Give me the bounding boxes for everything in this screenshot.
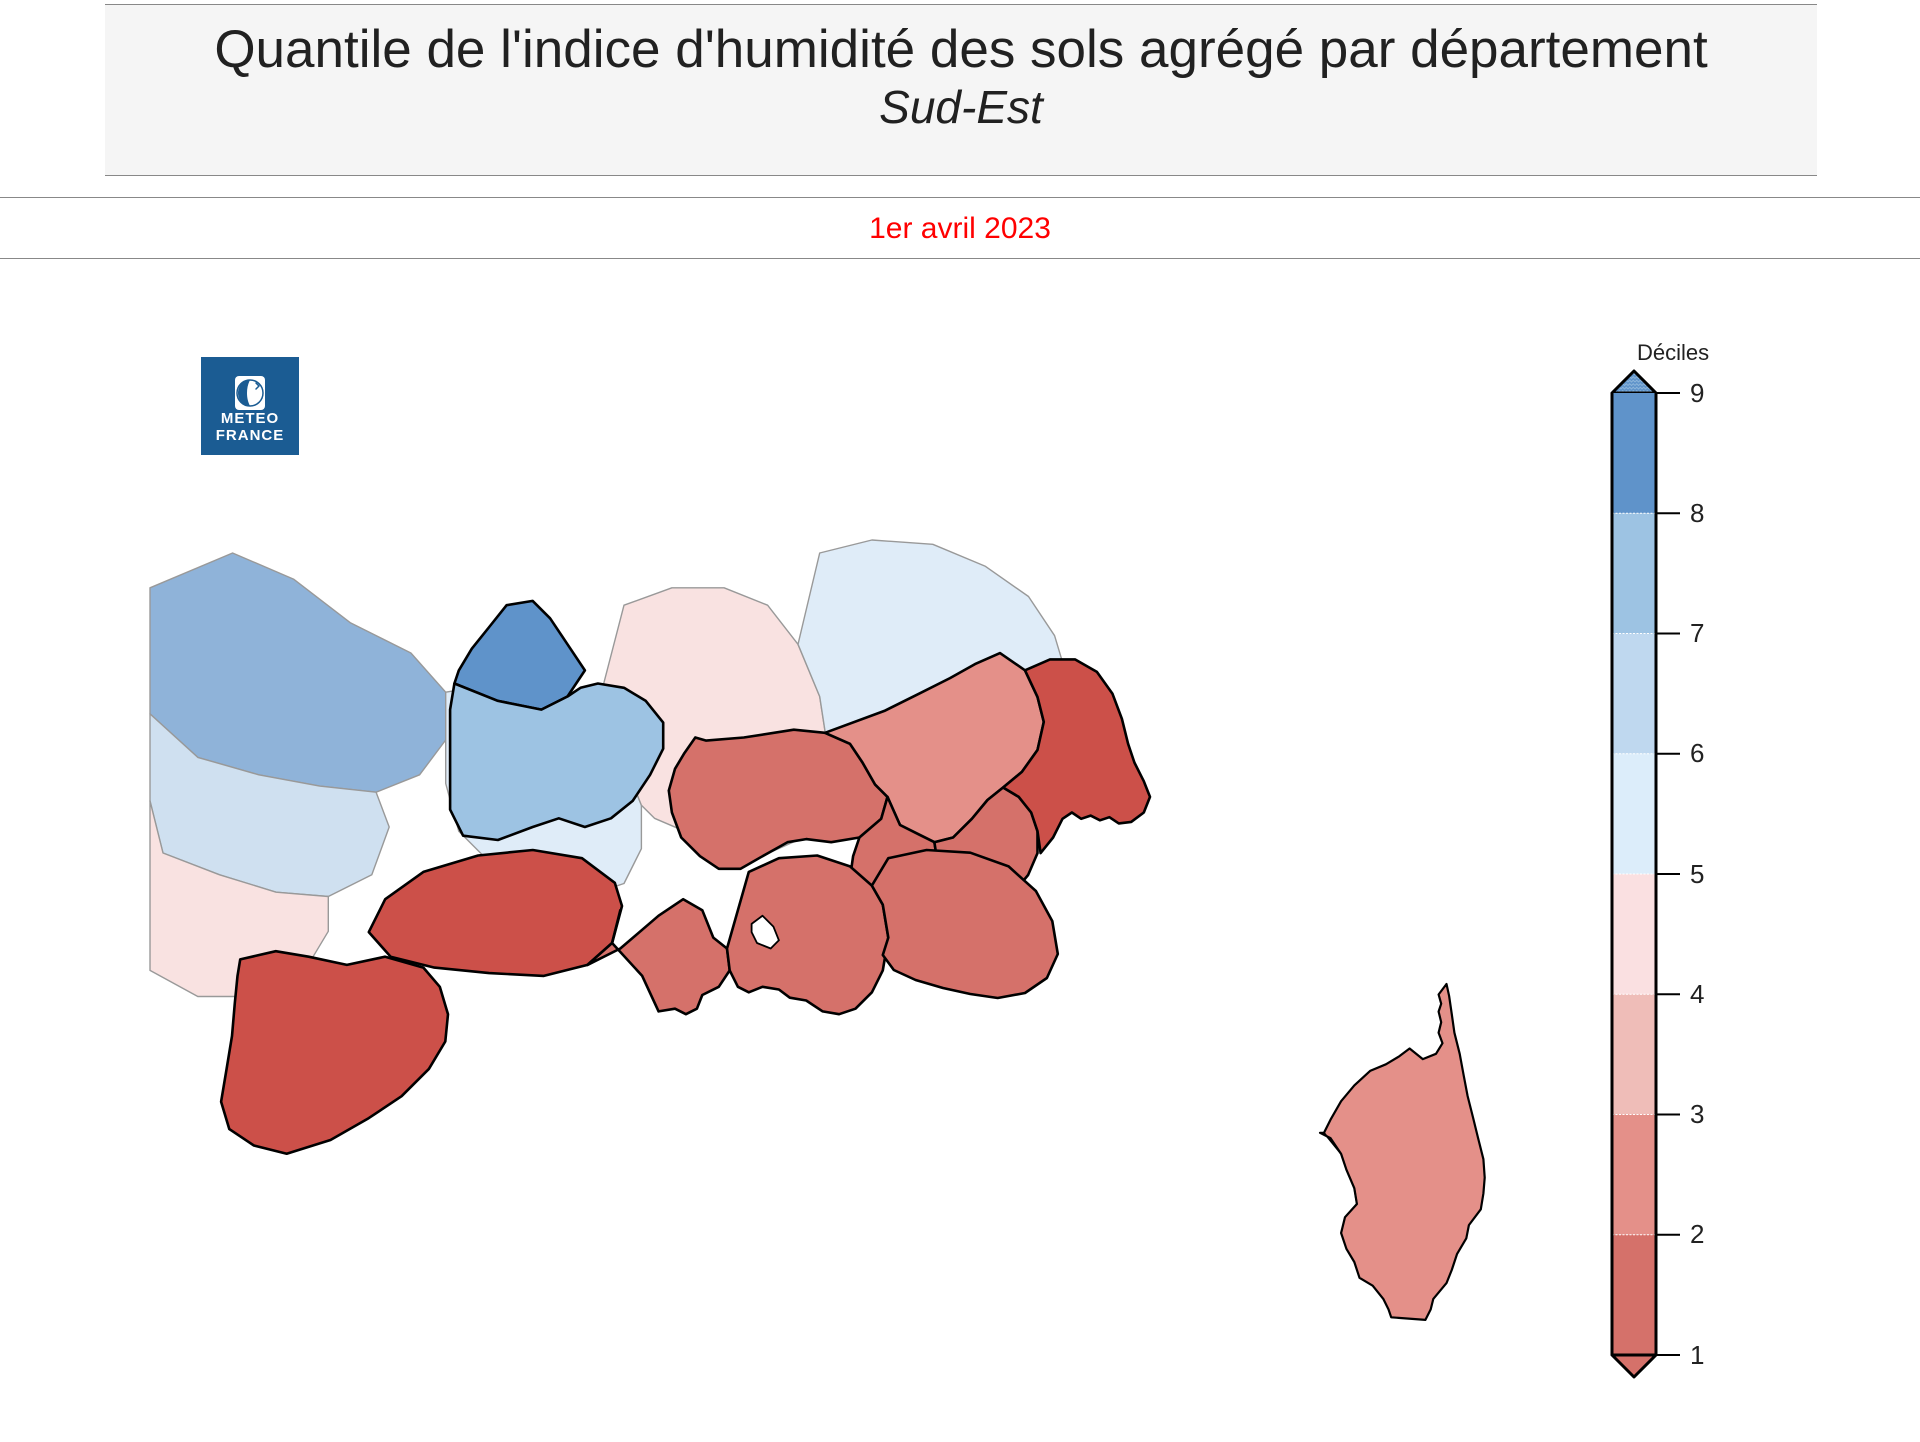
svg-text:5: 5 [1690,859,1704,889]
svg-text:3: 3 [1690,1099,1704,1129]
svg-text:1: 1 [1690,1340,1704,1370]
svg-text:6: 6 [1690,738,1704,768]
svg-text:2: 2 [1690,1219,1704,1249]
svg-text:8: 8 [1690,498,1704,528]
svg-text:7: 7 [1690,618,1704,648]
svg-text:METEO: METEO [221,410,279,427]
svg-text:4: 4 [1690,979,1704,1009]
svg-text:FRANCE: FRANCE [216,427,285,444]
svg-text:9: 9 [1690,378,1704,408]
